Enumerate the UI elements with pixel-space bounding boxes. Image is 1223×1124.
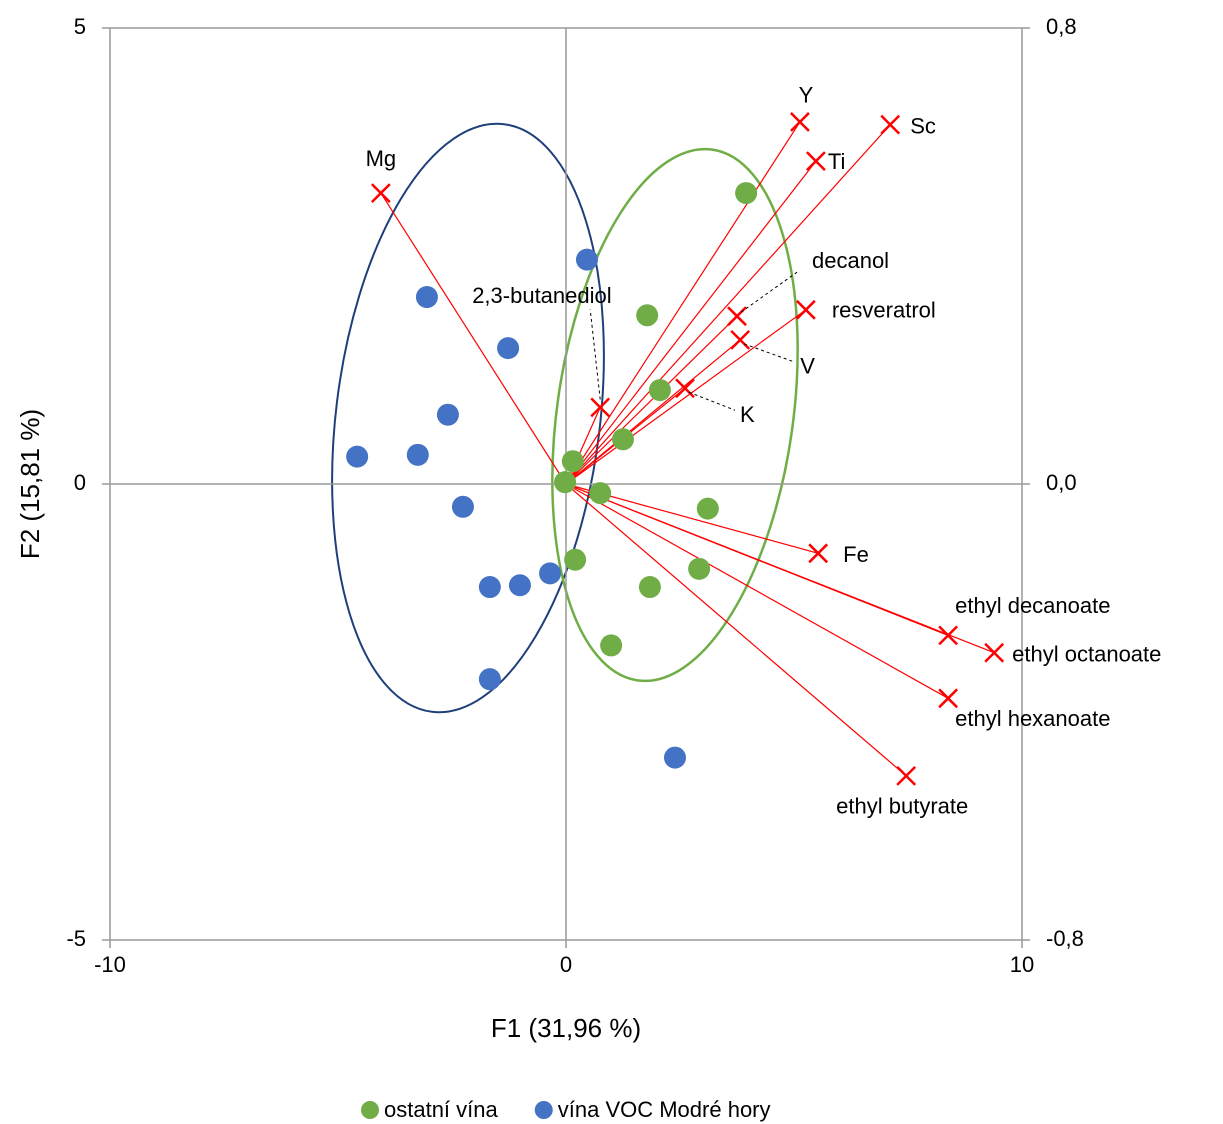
variable-label: ethyl hexanoate	[955, 706, 1110, 731]
x-axis-title: F1 (31,96 %)	[491, 1013, 641, 1043]
x-tick-label: -10	[94, 952, 126, 977]
data-point	[508, 574, 531, 597]
x-tick-label: 0	[560, 952, 572, 977]
data-point	[436, 403, 459, 426]
y-tick-label: 5	[74, 14, 86, 39]
data-point	[406, 443, 429, 466]
leader-line	[688, 391, 736, 411]
variable-marker	[896, 765, 917, 786]
loading-vector	[565, 483, 949, 699]
variable-marker	[806, 151, 826, 172]
variable-label: Ti	[828, 149, 846, 174]
data-point	[415, 286, 438, 309]
data-point	[451, 495, 474, 518]
loading-vector	[565, 309, 807, 485]
variable-label: Y	[799, 83, 814, 108]
y2-tick-label: 0,8	[1046, 14, 1077, 39]
data-point	[648, 379, 671, 402]
data-point	[561, 450, 584, 473]
variable-label: decanol	[812, 248, 889, 273]
y-tick-label: 0	[74, 470, 86, 495]
legend-marker	[361, 1101, 379, 1119]
y-axis-title: F2 (15,81 %)	[15, 409, 45, 559]
leader-line	[744, 343, 795, 363]
data-point	[575, 248, 598, 271]
loading-vector	[565, 160, 817, 485]
variable-marker	[808, 543, 829, 564]
legend-label: vína VOC Modré hory	[558, 1097, 771, 1122]
x-tick-label: 10	[1010, 952, 1034, 977]
variable-marker	[938, 625, 959, 646]
data-point	[478, 668, 501, 691]
variable-label: ethyl decanoate	[955, 593, 1110, 618]
data-point	[600, 634, 623, 657]
loading-vector	[565, 124, 891, 485]
data-point	[497, 337, 520, 360]
variable-label: K	[740, 402, 755, 427]
data-point	[696, 497, 719, 520]
variable-label: 2,3-butanediol	[472, 283, 611, 308]
group-ellipse	[331, 122, 605, 714]
variable-marker	[795, 299, 816, 320]
data-point	[735, 182, 758, 205]
data-point	[346, 445, 369, 468]
y-tick-label: -5	[66, 926, 86, 951]
group-ellipse	[551, 147, 799, 683]
variable-marker	[938, 688, 959, 709]
variable-label: Fe	[843, 542, 869, 567]
loading-vector	[565, 483, 907, 777]
data-point	[688, 557, 711, 580]
variable-marker	[675, 378, 695, 399]
legend-marker	[534, 1101, 553, 1119]
loading-vector	[565, 121, 801, 485]
variable-label: ethyl octanoate	[1012, 642, 1161, 667]
data-point	[589, 482, 612, 505]
data-point	[663, 746, 686, 769]
variable-label: resveratrol	[832, 298, 936, 323]
loading-vector	[565, 315, 738, 485]
leader-line	[589, 309, 601, 400]
variable-marker	[984, 642, 1005, 663]
variable-label: ethyl butyrate	[836, 794, 968, 819]
leader-line	[740, 271, 798, 313]
variable-marker	[370, 183, 391, 203]
data-point	[539, 562, 562, 585]
data-point	[638, 576, 661, 599]
variable-marker	[790, 112, 810, 132]
variable-marker	[590, 397, 611, 418]
variable-marker	[727, 306, 747, 327]
data-point	[636, 304, 659, 327]
variable-marker	[880, 114, 901, 135]
variable-marker	[730, 330, 751, 350]
variable-label: V	[800, 354, 815, 379]
loading-vector	[565, 483, 995, 654]
data-point	[612, 428, 634, 451]
loading-vector	[380, 192, 567, 485]
y2-tick-label: 0,0	[1046, 470, 1077, 495]
data-point	[554, 471, 577, 494]
y2-tick-label: -0,8	[1046, 926, 1084, 951]
legend-label: ostatní vína	[384, 1097, 499, 1122]
data-point	[478, 576, 501, 599]
data-point	[564, 548, 587, 571]
variable-label: Sc	[910, 113, 936, 138]
variable-label: Mg	[366, 146, 397, 171]
